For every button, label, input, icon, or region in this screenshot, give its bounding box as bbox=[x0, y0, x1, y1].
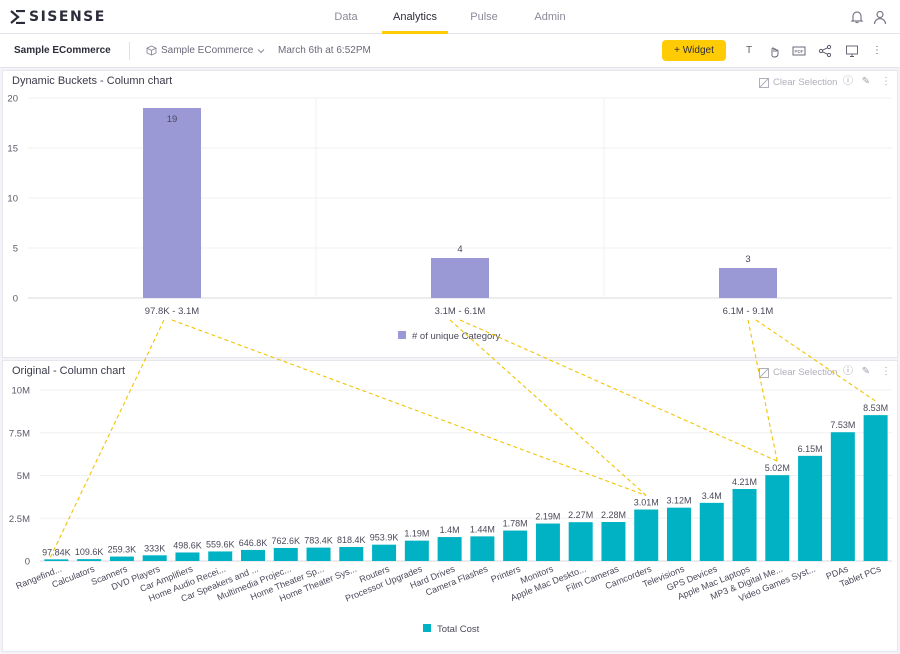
clear-selection-icon bbox=[759, 77, 769, 88]
info-icon[interactable]: ⓘ bbox=[843, 76, 853, 87]
edit-icon[interactable]: ✎ bbox=[861, 76, 871, 87]
add-widget-button[interactable]: + Widget bbox=[662, 40, 726, 61]
bell-icon[interactable] bbox=[849, 9, 865, 25]
more-options-icon[interactable]: ⋮ bbox=[872, 45, 882, 56]
cube-icon bbox=[146, 45, 157, 56]
widget-title: Dynamic Buckets - Column chart bbox=[12, 75, 173, 87]
datasource-label: Sample ECommerce bbox=[161, 45, 254, 56]
clear-selection-label: Clear Selection bbox=[773, 77, 838, 88]
user-icon[interactable] bbox=[872, 9, 888, 25]
divider bbox=[129, 42, 130, 60]
share-icon[interactable] bbox=[818, 44, 832, 58]
clear-selection-button[interactable]: Clear Selection bbox=[759, 367, 837, 378]
svg-text:PDF: PDF bbox=[795, 49, 804, 54]
datasource-selector[interactable]: Sample ECommerce bbox=[146, 45, 265, 56]
chevron-down-icon bbox=[257, 48, 265, 53]
tab-analytics[interactable]: Analytics bbox=[382, 0, 448, 34]
pdf-icon[interactable]: PDF bbox=[792, 44, 806, 58]
text-icon[interactable]: T bbox=[745, 45, 753, 56]
widget-original: Original - Column chart Clear Selection … bbox=[2, 360, 898, 652]
widget-menu-icon[interactable]: ⋮ bbox=[881, 366, 891, 377]
edit-icon[interactable]: ✎ bbox=[861, 366, 871, 377]
monitor-icon[interactable] bbox=[845, 44, 859, 58]
clear-selection-button[interactable]: Clear Selection bbox=[759, 77, 837, 88]
clear-selection-icon bbox=[759, 367, 769, 378]
top-nav: SISENSE Data Analytics Pulse Admin bbox=[0, 0, 900, 34]
dashboard-title: Sample ECommerce bbox=[14, 45, 111, 56]
info-icon[interactable]: ⓘ bbox=[843, 366, 853, 377]
logo-text: SISENSE bbox=[29, 9, 106, 25]
filter-hand-icon[interactable] bbox=[767, 44, 781, 58]
clear-selection-label: Clear Selection bbox=[773, 367, 838, 378]
last-updated-timestamp: March 6th at 6:52PM bbox=[278, 45, 371, 56]
dashboard-toolbar: Sample ECommerce Sample ECommerce March … bbox=[0, 34, 900, 68]
widget-title: Original - Column chart bbox=[12, 365, 126, 377]
tab-admin[interactable]: Admin bbox=[534, 11, 566, 23]
tab-pulse[interactable]: Pulse bbox=[470, 11, 498, 23]
logo-mark-icon bbox=[10, 10, 25, 24]
widget-dynamic-buckets: Dynamic Buckets - Column chart Clear Sel… bbox=[2, 70, 898, 358]
widget-menu-icon[interactable]: ⋮ bbox=[881, 76, 891, 87]
logo[interactable]: SISENSE bbox=[10, 8, 106, 26]
tab-data[interactable]: Data bbox=[334, 11, 358, 23]
